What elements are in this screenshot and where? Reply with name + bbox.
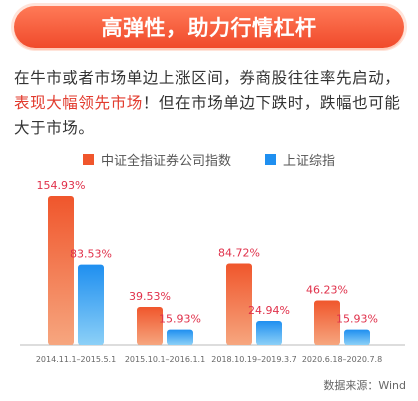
bar-securities-1 [137, 306, 163, 345]
legend-item-securities: 中证全指证券公司指数 [82, 150, 231, 169]
data-label-securities-1: 39.53% [129, 290, 171, 303]
legend-swatch-shanghai [265, 154, 276, 165]
bar-securities-0 [48, 196, 74, 345]
intro-text-part1: 在牛市或者市场单边上涨区间，券商股往往率先启动， [14, 69, 401, 87]
x-tick-label-3: 2020.6.18–2020.7.8 [302, 355, 382, 364]
bar-shanghai-3 [344, 329, 370, 345]
bar-shanghai-0 [78, 264, 104, 345]
intro-paragraph: 在牛市或者市场单边上涨区间，券商股往往率先启动， 表现大幅领先市场！但在市场单边下… [14, 66, 408, 141]
legend-label-securities: 中证全指证券公司指数 [100, 154, 231, 169]
headline-title: 高弹性，助力行情杠杆 [101, 16, 317, 40]
x-tick-label-2: 2018.10.19–2019.3.7 [211, 355, 296, 364]
headline-banner: 高弹性，助力行情杠杆 [14, 6, 404, 48]
data-label-shanghai-0: 83.53% [70, 248, 112, 261]
data-label-securities-2: 84.72% [218, 247, 260, 260]
data-source-note: 数据来源：Wind [323, 379, 406, 392]
legend-swatch-securities [82, 154, 94, 165]
chart-legend: 中证全指证券公司指数 上证综指 [0, 150, 418, 169]
data-label-securities-0: 154.93% [37, 179, 86, 192]
intro-text-part2: ！但在市场单边下跌时，跌幅也可能大于市场。 [14, 94, 401, 137]
data-label-shanghai-3: 15.93% [336, 313, 378, 326]
x-tick-label-0: 2014.11.1–2015.5.1 [36, 355, 116, 364]
bar-securities-3 [314, 300, 340, 345]
legend-label-shanghai: 上证综指 [283, 154, 336, 169]
legend-item-shanghai: 上证综指 [265, 150, 335, 169]
bar-shanghai-2 [256, 321, 282, 345]
bar-securities-2 [226, 263, 252, 345]
data-label-shanghai-2: 24.94% [248, 304, 290, 317]
intro-highlight: 表现大幅领先市场 [14, 94, 143, 112]
data-label-shanghai-1: 15.93% [159, 313, 201, 326]
bar-shanghai-1 [167, 329, 193, 345]
data-label-securities-3: 46.23% [306, 284, 348, 297]
x-tick-label-1: 2015.10.1–2016.1.1 [125, 355, 205, 364]
